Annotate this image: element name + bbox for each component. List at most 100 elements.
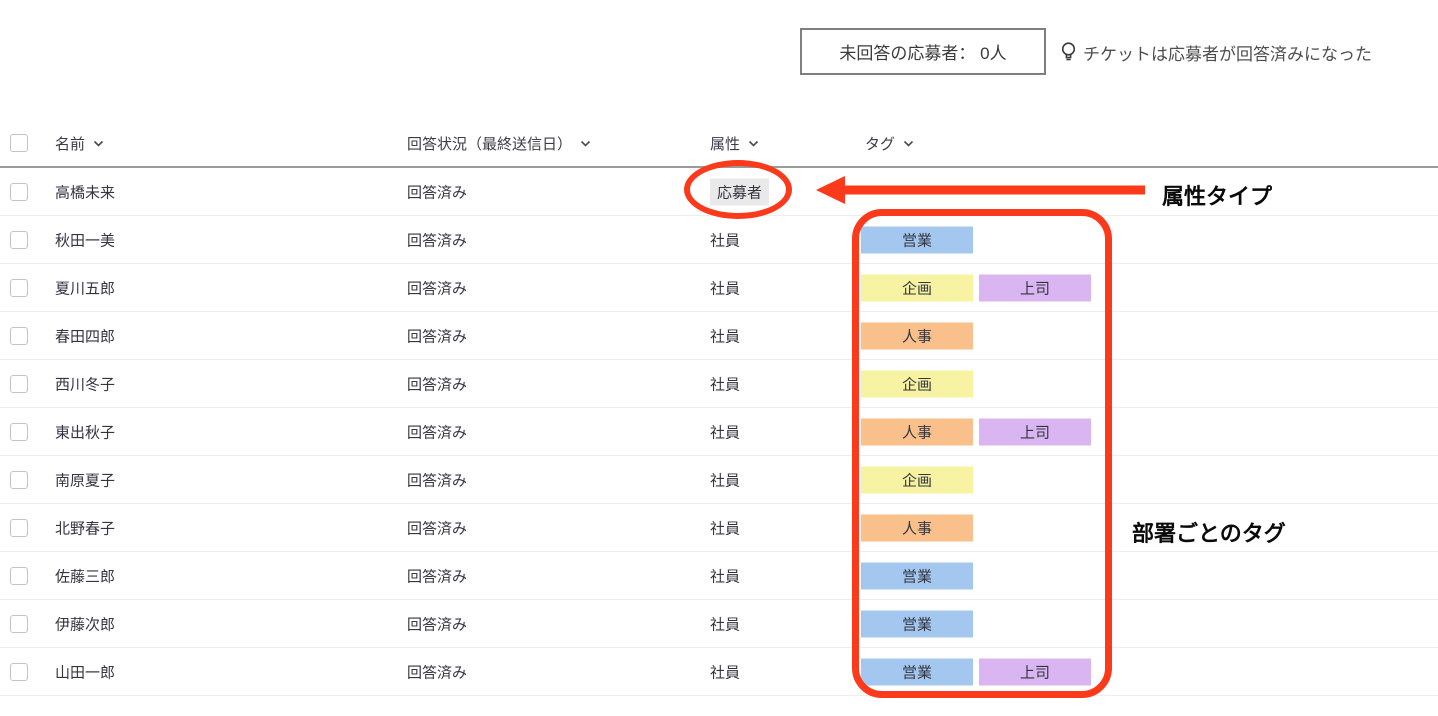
row-name: 西川冬子 bbox=[55, 376, 116, 393]
row-tags: 人事 bbox=[861, 322, 973, 349]
unanswered-applicants-box: 未回答の応募者： 0人 bbox=[800, 28, 1046, 75]
row-name: 東出秋子 bbox=[55, 424, 116, 441]
row-attribute: 社員 bbox=[710, 376, 741, 393]
table-row[interactable]: 山田一郎 回答済み 社員 営業 上司 bbox=[0, 648, 1438, 696]
tag-chip: 人事 bbox=[861, 322, 973, 349]
tag-chip: 企画 bbox=[861, 466, 973, 493]
row-status: 回答済み bbox=[407, 280, 468, 297]
row-attribute: 社員 bbox=[710, 568, 741, 585]
table-row[interactable]: 西川冬子 回答済み 社員 企画 bbox=[0, 360, 1438, 408]
chevron-down-icon bbox=[903, 140, 914, 147]
tag-chip: 上司 bbox=[979, 274, 1091, 301]
row-checkbox[interactable] bbox=[10, 518, 28, 537]
table-row[interactable]: 夏川五郎 回答済み 社員 企画 上司 bbox=[0, 264, 1438, 312]
lightbulb-icon bbox=[1061, 42, 1076, 61]
chevron-down-icon bbox=[93, 140, 104, 147]
row-status: 回答済み bbox=[407, 520, 468, 537]
row-attribute: 社員 bbox=[710, 616, 741, 633]
table-row[interactable]: 秋田一美 回答済み 社員 営業 bbox=[0, 216, 1438, 264]
row-tags: 企画 bbox=[861, 466, 973, 493]
row-tags: 営業 bbox=[861, 226, 973, 253]
table-row[interactable]: 南原夏子 回答済み 社員 企画 bbox=[0, 456, 1438, 504]
row-name: 春田四郎 bbox=[55, 328, 116, 345]
row-tags: 営業 上司 bbox=[861, 658, 1091, 685]
tag-chip: 上司 bbox=[979, 658, 1091, 685]
row-name: 北野春子 bbox=[55, 520, 116, 537]
row-status: 回答済み bbox=[407, 376, 468, 393]
row-checkbox[interactable] bbox=[10, 566, 28, 585]
tag-chip: 営業 bbox=[861, 658, 973, 685]
table-body: 高橋未来 回答済み 応募者 秋田一美 回答済み 社員 営業 夏川五郎 回答済み … bbox=[0, 168, 1438, 696]
row-name: 佐藤三郎 bbox=[55, 568, 116, 585]
column-header-status-label: 回答状況（最終送信日） bbox=[407, 135, 573, 153]
tag-chip: 人事 bbox=[861, 418, 973, 445]
tag-chip: 上司 bbox=[979, 418, 1091, 445]
row-tags: 企画 上司 bbox=[861, 274, 1091, 301]
row-attribute: 応募者 bbox=[710, 178, 770, 205]
row-attribute: 社員 bbox=[710, 232, 741, 249]
row-status: 回答済み bbox=[407, 568, 468, 585]
row-checkbox[interactable] bbox=[10, 614, 28, 633]
hint-text: チケットは応募者が回答済みになった bbox=[1083, 44, 1372, 64]
tag-chip: 営業 bbox=[861, 562, 973, 589]
row-status: 回答済み bbox=[407, 472, 468, 489]
annotation-attribute-type-label: 属性タイプ bbox=[1162, 184, 1273, 209]
row-attribute: 社員 bbox=[710, 424, 741, 441]
row-status: 回答済み bbox=[407, 232, 468, 249]
row-status: 回答済み bbox=[407, 664, 468, 681]
row-checkbox[interactable] bbox=[10, 470, 28, 489]
table-row[interactable]: 東出秋子 回答済み 社員 人事 上司 bbox=[0, 408, 1438, 456]
row-attribute: 社員 bbox=[710, 472, 741, 489]
tag-chip: 人事 bbox=[861, 514, 973, 541]
column-header-name[interactable]: 名前 bbox=[55, 120, 104, 166]
chevron-down-icon bbox=[580, 140, 591, 147]
table-row[interactable]: 高橋未来 回答済み 応募者 bbox=[0, 168, 1438, 216]
table-row[interactable]: 北野春子 回答済み 社員 人事 bbox=[0, 504, 1438, 552]
row-checkbox[interactable] bbox=[10, 422, 28, 441]
unanswered-applicants-label: 未回答の応募者： 0人 bbox=[839, 44, 1007, 63]
row-tags: 企画 bbox=[861, 370, 973, 397]
row-attribute: 社員 bbox=[710, 664, 741, 681]
select-all-checkbox[interactable] bbox=[10, 134, 28, 152]
row-tags: 人事 bbox=[861, 514, 973, 541]
row-checkbox[interactable] bbox=[10, 182, 28, 201]
column-header-tags-label: タグ bbox=[865, 135, 896, 153]
row-checkbox[interactable] bbox=[10, 326, 28, 345]
row-tags: 営業 bbox=[861, 562, 973, 589]
tag-chip: 営業 bbox=[861, 610, 973, 637]
hint-bar: チケットは応募者が回答済みになった bbox=[1061, 39, 1438, 65]
table-row[interactable]: 伊藤次郎 回答済み 社員 営業 bbox=[0, 600, 1438, 648]
row-checkbox[interactable] bbox=[10, 374, 28, 393]
column-header-attribute-label: 属性 bbox=[710, 135, 741, 153]
column-header-name-label: 名前 bbox=[55, 135, 86, 153]
table-row[interactable]: 春田四郎 回答済み 社員 人事 bbox=[0, 312, 1438, 360]
row-checkbox[interactable] bbox=[10, 278, 28, 297]
row-tags: 人事 上司 bbox=[861, 418, 1091, 445]
row-checkbox[interactable] bbox=[10, 230, 28, 249]
row-name: 高橋未来 bbox=[55, 184, 116, 201]
table-row[interactable]: 佐藤三郎 回答済み 社員 営業 bbox=[0, 552, 1438, 600]
row-attribute: 社員 bbox=[710, 280, 741, 297]
row-status: 回答済み bbox=[407, 424, 468, 441]
row-status: 回答済み bbox=[407, 328, 468, 345]
row-name: 山田一郎 bbox=[55, 664, 116, 681]
row-attribute: 社員 bbox=[710, 328, 741, 345]
tag-chip: 営業 bbox=[861, 226, 973, 253]
row-name: 伊藤次郎 bbox=[55, 616, 116, 633]
row-name: 夏川五郎 bbox=[55, 280, 116, 297]
tag-chip: 企画 bbox=[861, 370, 973, 397]
column-header-tags[interactable]: タグ bbox=[865, 120, 914, 166]
row-checkbox[interactable] bbox=[10, 662, 28, 681]
row-tags: 営業 bbox=[861, 610, 973, 637]
table-header: 名前 回答状況（最終送信日） 属性 タグ bbox=[0, 120, 1438, 168]
row-name: 南原夏子 bbox=[55, 472, 116, 489]
chevron-down-icon bbox=[748, 140, 759, 147]
row-name: 秋田一美 bbox=[55, 232, 116, 249]
column-header-status[interactable]: 回答状況（最終送信日） bbox=[407, 120, 591, 166]
annotation-department-tags-label: 部署ごとのタグ bbox=[1132, 521, 1286, 546]
row-status: 回答済み bbox=[407, 616, 468, 633]
row-attribute: 社員 bbox=[710, 520, 741, 537]
row-status: 回答済み bbox=[407, 184, 468, 201]
column-header-attribute[interactable]: 属性 bbox=[710, 120, 759, 166]
